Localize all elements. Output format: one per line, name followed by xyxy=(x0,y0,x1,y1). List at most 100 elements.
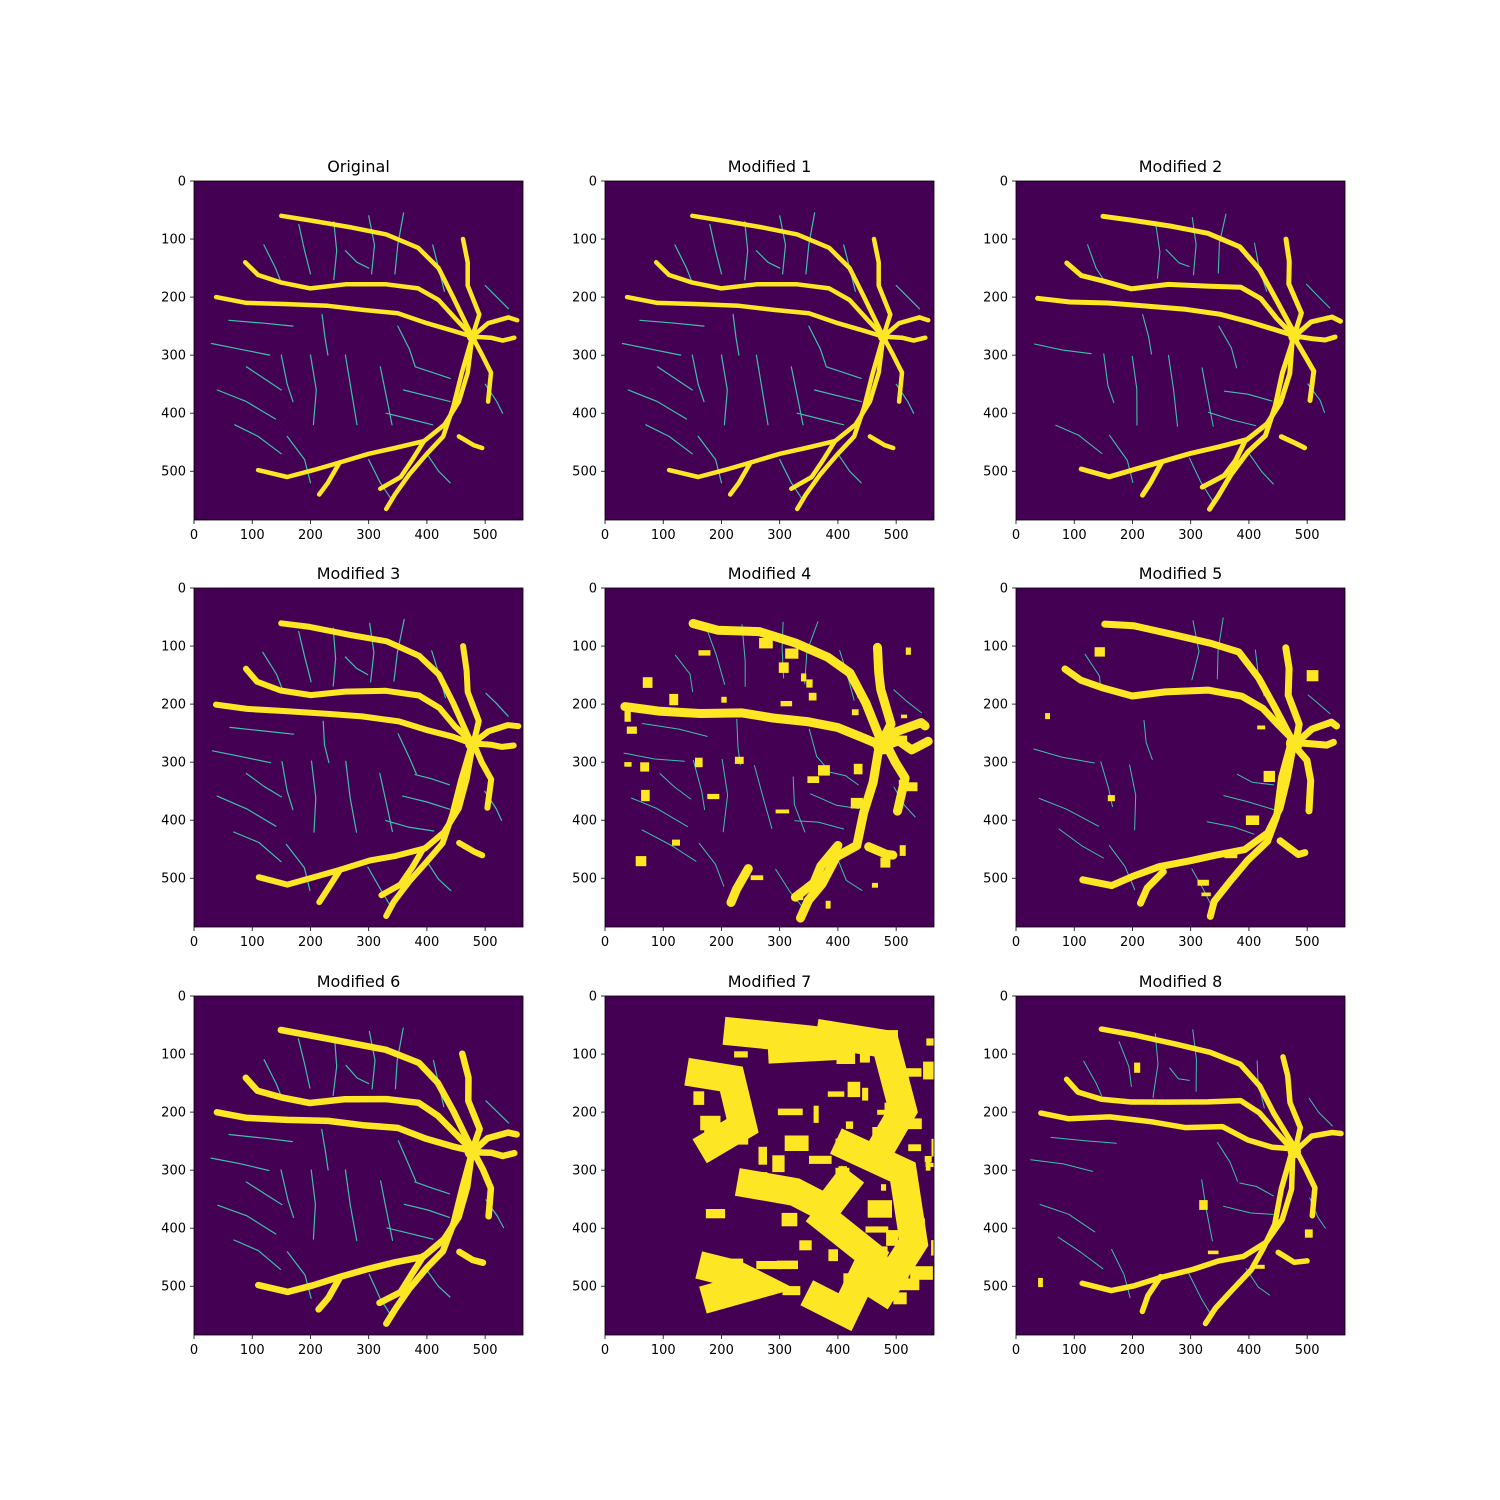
y-tick-label: 100 xyxy=(161,233,186,248)
thin-vessel xyxy=(1217,213,1227,274)
thin-vessel xyxy=(837,453,862,484)
thin-vessel xyxy=(893,689,923,714)
thin-vessel xyxy=(674,244,693,284)
thick-vessel xyxy=(881,334,905,404)
vessel-block xyxy=(1207,1250,1219,1255)
vessel-block xyxy=(1134,1062,1141,1073)
optic-disc xyxy=(872,732,895,755)
thin-vessel xyxy=(397,1140,417,1182)
vessel-block xyxy=(850,797,863,809)
x-tick-label: 500 xyxy=(1295,935,1320,950)
vessel-block xyxy=(872,1127,884,1141)
thin-vessel xyxy=(755,354,769,426)
vessel-block xyxy=(714,1293,722,1309)
thin-vessel xyxy=(1033,343,1092,355)
thin-vessel xyxy=(1111,1249,1131,1299)
vessel-block xyxy=(830,1026,842,1040)
x-tick-label: 300 xyxy=(1178,528,1203,543)
thin-vessel xyxy=(245,1181,283,1206)
vessel-block xyxy=(865,1226,889,1233)
y-tick-label: 100 xyxy=(983,640,1008,655)
thin-vessel xyxy=(245,366,282,391)
thick-vessel xyxy=(1100,213,1298,338)
thick-vessel xyxy=(243,665,476,746)
thin-vessel xyxy=(333,221,338,281)
thick-vessel xyxy=(794,334,886,512)
thin-vessel xyxy=(1050,1136,1117,1144)
panel-title: Modified 3 xyxy=(317,564,401,583)
thin-vessel xyxy=(403,389,451,403)
x-tick-label: 0 xyxy=(1012,528,1020,543)
axes-frame xyxy=(604,995,935,1336)
thick-vessel xyxy=(456,434,485,451)
thin-vessel xyxy=(262,651,283,690)
vessel-block xyxy=(896,1278,920,1291)
thin-vessel xyxy=(367,866,392,908)
y-tick-label: 500 xyxy=(983,1280,1008,1295)
vessel-block xyxy=(669,693,679,706)
y-tick-label: 500 xyxy=(572,465,597,480)
y-tick-label: 400 xyxy=(572,1222,597,1237)
x-tick-label: 400 xyxy=(826,935,851,950)
vessel-block xyxy=(926,1038,934,1046)
thick-vessel xyxy=(1291,1129,1344,1155)
y-tick-label: 0 xyxy=(1000,582,1008,597)
thin-vessel xyxy=(1152,1033,1159,1098)
thick-vessel xyxy=(378,845,427,899)
x-tick-label: 100 xyxy=(240,1343,265,1358)
thin-vessel xyxy=(639,319,705,327)
thin-vessel xyxy=(720,354,728,426)
x-tick-label: 200 xyxy=(298,935,323,950)
y-tick-label: 300 xyxy=(161,349,186,364)
y-tick-label: 100 xyxy=(572,640,597,655)
vessel-map xyxy=(1033,213,1343,512)
thin-vessel xyxy=(645,424,693,455)
x-tick-label: 0 xyxy=(190,935,198,950)
thick-vessel xyxy=(316,460,342,497)
y-tick-label: 500 xyxy=(161,465,186,480)
vessel-block xyxy=(698,650,711,656)
y-tick-label: 400 xyxy=(161,1222,186,1237)
thin-vessel xyxy=(1108,844,1136,890)
thin-vessel xyxy=(216,389,277,420)
thin-vessel xyxy=(621,342,682,356)
y-tick-label: 300 xyxy=(161,756,186,771)
thick-vessel xyxy=(727,460,753,497)
vessel-block xyxy=(828,1249,838,1262)
thin-vessel xyxy=(322,720,330,764)
vessel-segment xyxy=(695,1251,796,1314)
vessel-block xyxy=(1038,1277,1043,1288)
thick-vessel xyxy=(242,1074,477,1155)
vessel-block xyxy=(750,875,764,881)
thin-vessel xyxy=(344,656,369,676)
thick-vessel xyxy=(620,702,891,752)
thin-vessel xyxy=(1239,1182,1274,1197)
thin-vessel xyxy=(229,726,295,735)
thin-vessel xyxy=(656,366,693,391)
thin-vessel xyxy=(623,752,685,762)
thin-vessel xyxy=(1167,354,1179,427)
y-tick-label: 0 xyxy=(589,990,597,1005)
thin-vessel xyxy=(245,772,282,798)
vessel-block xyxy=(931,1138,934,1157)
panel-title: Modified 1 xyxy=(728,157,812,176)
thick-vessel xyxy=(867,434,896,451)
thin-vessel xyxy=(755,250,781,269)
thick-vessel xyxy=(469,1147,495,1220)
thick-vessel xyxy=(316,867,343,906)
vessel-block xyxy=(835,1138,861,1151)
thick-vessel xyxy=(460,236,482,339)
vessel-block xyxy=(845,1121,854,1129)
thin-vessel xyxy=(345,760,358,833)
x-tick-label: 400 xyxy=(826,1343,851,1358)
vessel-block xyxy=(735,1099,742,1114)
vessel-block xyxy=(1201,892,1211,897)
x-tick-label: 300 xyxy=(356,528,381,543)
vessel-block xyxy=(802,1192,818,1200)
thin-vessel xyxy=(345,1064,370,1085)
vessel-block xyxy=(877,1109,892,1115)
vessel-block xyxy=(818,765,830,776)
vessel-block xyxy=(859,1047,870,1063)
thin-vessel xyxy=(1103,353,1115,404)
vessel-block xyxy=(787,1136,806,1151)
